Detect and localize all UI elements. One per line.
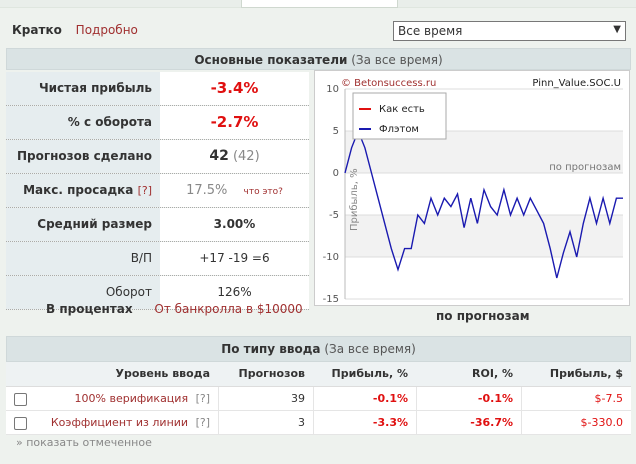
- profit-usd-cell: $-7.5: [521, 387, 631, 410]
- top-tab[interactable]: [241, 0, 398, 8]
- profit-chart: 10 5 0 -5 -10 -15 © Betonsuccess.ru Pinn_Valu…: [314, 70, 630, 306]
- col-header-profit-pct: Прибыль, %: [331, 367, 408, 380]
- help-link[interactable]: [?]: [137, 184, 152, 197]
- main-title: Основные показатели: [194, 53, 348, 67]
- stat-label: Прогнозов сделано: [6, 140, 160, 173]
- chart-series: [344, 129, 623, 279]
- stat-row-turnover: Оборот 126%: [6, 276, 309, 310]
- stat-value: -2.7%: [160, 106, 309, 139]
- chart-y-ticks: 10 5 0 -5 -10 -15: [323, 84, 339, 305]
- table-row: Коэффициент из линии [?] 3 -3.3% -36.7% …: [6, 411, 631, 435]
- chart-svg: 10 5 0 -5 -10 -15 © Betonsuccess.ru Pinn_Valu…: [323, 78, 623, 305]
- level-cell: Коэффициент из линии [?]: [34, 411, 218, 434]
- row-checkbox[interactable]: [14, 393, 27, 406]
- count-cell: 39: [218, 387, 313, 410]
- stat-value: 3.00%: [160, 208, 309, 241]
- y-tick-label: -15: [323, 294, 339, 305]
- period-select[interactable]: Все время ▼: [393, 21, 626, 41]
- y-tick-label: -5: [329, 210, 339, 221]
- view-modes: Кратко Подробно: [12, 23, 138, 37]
- stat-value-wrap: 42 (42): [160, 140, 309, 173]
- stat-row-avg-size: Средний размер 3.00%: [6, 208, 309, 242]
- stats-footer: В процентах От банкролла в $10000: [46, 302, 303, 316]
- level-name: 100% верификация: [74, 392, 189, 405]
- chart-copyright: © Betonsuccess.ru: [341, 78, 436, 89]
- stat-row-drawdown: Макс. просадка [?] 17.5% что это?: [6, 174, 309, 208]
- mode-detailed[interactable]: Подробно: [75, 23, 138, 37]
- chart-ylabel: Прибыль, %: [349, 168, 360, 231]
- stat-extra: (42): [232, 149, 260, 164]
- stat-label: Оборот: [6, 276, 160, 309]
- roi-cell: -36.7%: [416, 411, 521, 434]
- chart-xlabel: по прогнозам: [436, 309, 530, 323]
- profit-pct-cell: -0.1%: [313, 387, 416, 410]
- legend-label-as-is: Как есть: [379, 104, 425, 115]
- level-name: Коэффициент из линии: [50, 416, 189, 429]
- col-header-profit-usd: Прибыль, $: [549, 367, 623, 380]
- y-tick-label: 10: [326, 84, 339, 95]
- stat-value: 42: [209, 148, 229, 164]
- y-tick-label: 0: [333, 168, 339, 179]
- bankroll-note: От банкролла в $10000: [154, 302, 303, 316]
- series-line-flat: [344, 129, 623, 279]
- stat-label: В/П: [6, 242, 160, 275]
- stat-label: % с оборота: [6, 106, 160, 139]
- percent-label: В процентах: [46, 302, 133, 316]
- stat-label: Средний размер: [6, 208, 160, 241]
- row-checkbox[interactable]: [14, 417, 27, 430]
- table-row: 100% верификация [?] 39 -0.1% -0.1% $-7.…: [6, 387, 631, 411]
- type-table-columns: Уровень ввода Прогнозов Прибыль, % ROI, …: [6, 362, 631, 387]
- count-cell: 3: [218, 411, 313, 434]
- top-bar: [0, 0, 636, 8]
- help-link[interactable]: [?]: [195, 392, 210, 405]
- stat-value: +17 -19 =6: [160, 242, 309, 275]
- stat-row-forecasts: Прогнозов сделано 42 (42): [6, 140, 309, 174]
- chart-band-label: по прогнозам: [549, 162, 621, 173]
- stat-value: 17.5%: [186, 183, 228, 198]
- stat-label: Макс. просадка: [23, 183, 134, 197]
- level-cell: 100% верификация [?]: [34, 387, 218, 410]
- y-tick-label: 5: [333, 126, 339, 137]
- stat-row-wl: В/П +17 -19 =6: [6, 242, 309, 276]
- chart-legend: Как есть Флэтом: [352, 92, 447, 140]
- period-selected: Все время: [398, 24, 463, 38]
- main-panel-header: Основные показатели (За все время): [6, 48, 631, 70]
- chevron-down-icon: ▼: [613, 24, 621, 35]
- mode-short[interactable]: Кратко: [12, 23, 62, 37]
- profit-pct-cell: -3.3%: [313, 411, 416, 434]
- type-table-header: По типу ввода (За все время): [6, 336, 631, 362]
- legend-label-flat: Флэтом: [379, 124, 419, 135]
- stat-label-wrap: Макс. просадка [?]: [6, 174, 160, 207]
- col-header-level: Уровень ввода: [115, 367, 210, 380]
- col-header-count: Прогнозов: [238, 367, 305, 380]
- stat-value: -3.4%: [160, 72, 309, 105]
- type-table: По типу ввода (За все время) Уровень вво…: [6, 336, 631, 435]
- stat-label: Чистая прибыль: [6, 72, 160, 105]
- col-header-roi: ROI, %: [472, 367, 513, 380]
- help-link[interactable]: [?]: [195, 416, 210, 429]
- roi-cell: -0.1%: [416, 387, 521, 410]
- profit-usd-cell: $-330.0: [521, 411, 631, 434]
- y-tick-label: -10: [323, 252, 339, 263]
- stat-row-turnover-pct: % с оборота -2.7%: [6, 106, 309, 140]
- what-is-this-link[interactable]: что это?: [243, 187, 283, 197]
- stat-row-net-profit: Чистая прибыль -3.4%: [6, 72, 309, 106]
- show-checked-link[interactable]: » показать отмеченное: [16, 436, 152, 449]
- chart-name: Pinn_Value.SOC.U: [532, 78, 621, 89]
- stat-value: 126%: [160, 276, 309, 309]
- legend-box: [352, 92, 447, 140]
- main-subtitle: (За все время): [351, 53, 443, 67]
- stat-value-wrap: 17.5% что это?: [160, 174, 309, 207]
- stats-table: Чистая прибыль -3.4% % с оборота -2.7% П…: [6, 72, 309, 310]
- type-table-title: По типу ввода: [221, 342, 321, 356]
- type-table-subtitle: (За все время): [324, 342, 416, 356]
